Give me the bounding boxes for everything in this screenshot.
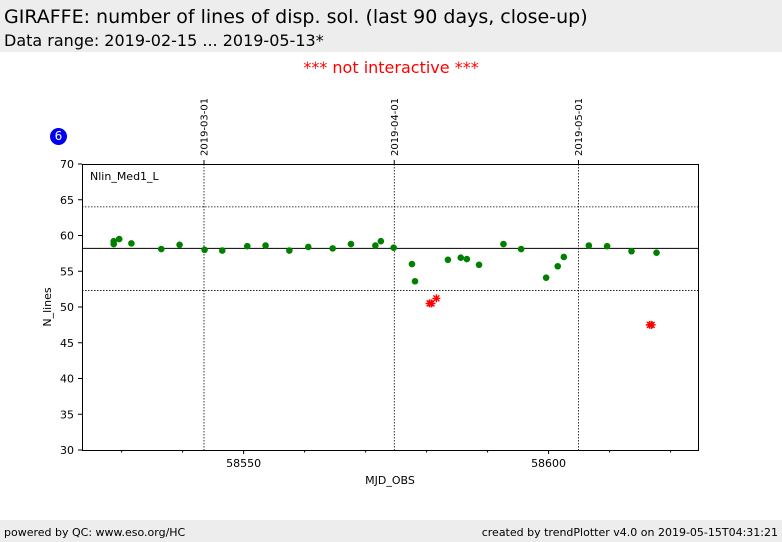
data-point [347,240,355,248]
y-tick-label: 35 [60,408,74,421]
plot-area-frame [82,164,699,451]
data-point [463,255,471,263]
data-point [201,246,208,254]
not-interactive-notice: *** not interactive *** [303,58,479,77]
footer-credit: powered by QC: www.eso.org/HC [4,526,186,539]
outlier-point [427,299,436,308]
data-point [628,247,635,255]
page-header: GIRAFFE: number of lines of disp. sol. (… [0,0,782,52]
y-tick-label: 70 [60,158,74,171]
data-point [457,254,465,261]
data-point [653,249,660,256]
data-point [110,237,118,245]
y-tick-label: 40 [60,373,74,386]
outlier-point [432,294,441,303]
x-tick-label: 58600 [531,457,566,470]
data-point [262,242,269,249]
y-tick-label: 55 [60,265,74,278]
y-tick-label: 65 [60,194,74,207]
page-footer: powered by QC: www.eso.org/HC created by… [0,520,782,542]
data-point [560,253,568,261]
data-point [408,260,416,268]
panel-label: Nlin_Med1_L [90,170,160,183]
y-tick-label: 60 [60,230,74,243]
data-point [585,242,593,249]
data-point [157,245,165,253]
data-point [286,247,293,254]
data-point [304,243,312,251]
data-point [243,242,251,250]
y-tick-label: 45 [60,337,74,350]
y-axis-label: N_lines [41,287,54,327]
data-point [411,277,419,285]
data-point [517,245,525,253]
data-point [475,261,483,269]
date-marker-label: 2019-03-01 [199,98,210,156]
data-point [542,274,550,281]
plot-number-badge: 6 [50,128,67,145]
axis-ticks: 2019-03-01 2019-04-01 2019-05-01 30 35 40 45 50… [60,98,672,470]
y-tick-label: 30 [60,444,74,457]
page-title: GIRAFFE: number of lines of disp. sol. (… [4,6,588,28]
data-point [500,240,507,248]
y-tick-label: 50 [60,301,74,314]
reference-lines [82,164,698,450]
date-marker-label: 2019-05-01 [574,98,585,156]
data-point [390,244,397,251]
data-points [110,235,660,329]
x-axis-label: MJD_OBS [365,474,415,487]
data-point [603,242,611,250]
data-point [372,242,379,249]
data-point [554,262,562,270]
x-tick-label: 58550 [226,457,261,470]
date-marker-label: 2019-04-01 [390,98,401,156]
data-point [115,235,123,243]
footer-created-by: created by trendPlotter v4.0 on 2019-05-… [481,526,778,539]
data-point [176,241,183,249]
outlier-point [647,320,656,329]
data-point [218,247,226,254]
data-point [377,237,385,245]
data-point [329,245,336,252]
data-range-subtitle: Data range: 2019-02-15 ... 2019-05-13* [4,31,324,50]
data-point [444,256,452,264]
data-point [128,240,135,247]
